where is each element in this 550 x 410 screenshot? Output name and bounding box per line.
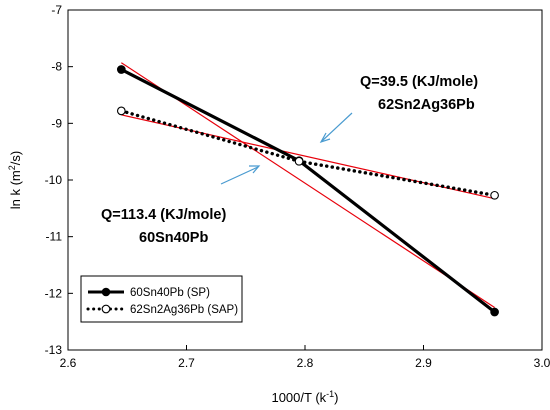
legend-sp-label: 60Sn40Pb (SP) <box>130 287 210 299</box>
x-tick-label: 2.8 <box>297 356 314 370</box>
annotation-arrows <box>220 112 353 185</box>
data-point-sap <box>490 190 499 200</box>
y-tick-label: -9 <box>51 116 62 130</box>
annotation-sp-q: Q=113.4 (KJ/mole) <box>101 207 226 223</box>
legend-box <box>80 275 243 323</box>
x-tick-label: 3.0 <box>534 356 550 370</box>
x-tick-label: 2.7 <box>178 356 195 370</box>
y-tick-label: -8 <box>51 60 62 74</box>
y-tick-label: -11 <box>46 230 63 244</box>
legend: 60Sn40Pb (SP) 62Sn2Ag36Pb (SAP) <box>80 275 243 323</box>
legend-sp-marker <box>101 287 111 297</box>
arrow-head-sap <box>319 132 331 144</box>
arrow-to-sap-fit <box>321 112 353 142</box>
y-tick-label: -10 <box>45 173 63 187</box>
data-point-sap <box>294 156 304 166</box>
x-tick-label: 2.6 <box>60 356 77 370</box>
data-series <box>116 65 499 317</box>
fit-line-1 <box>120 62 495 309</box>
y-tick-label: -7 <box>51 3 62 17</box>
data-point-sp <box>116 65 126 74</box>
y-axis-label: ln k (m2/s) <box>7 151 23 209</box>
data-point-sap <box>116 106 126 116</box>
legend-sap-marker <box>101 304 111 314</box>
axis-ticks: 2.6 2.7 2.8 2.9 3.0 -13 -12 -11 -10 -9 -8 -7 <box>45 3 550 370</box>
annotation-sap-q: Q=39.5 (KJ/mole) <box>360 74 478 90</box>
y-tick-label: -12 <box>45 286 63 300</box>
data-point-sp <box>490 307 499 317</box>
annotation-sap-alloy: 62Sn2Ag36Pb <box>378 97 475 113</box>
y-tick-label: -13 <box>45 343 63 357</box>
x-tick-label: 2.9 <box>415 356 432 370</box>
legend-sap-label: 62Sn2Ag36Pb (SAP) <box>130 304 238 316</box>
annotation-sp-alloy: 60Sn40Pb <box>139 230 208 246</box>
series-line-sap <box>119 109 497 198</box>
arrow-head-sp <box>249 165 261 174</box>
x-axis-label: 1000/T (k-1) <box>271 389 338 405</box>
arrow-to-sp-fit <box>220 166 259 185</box>
